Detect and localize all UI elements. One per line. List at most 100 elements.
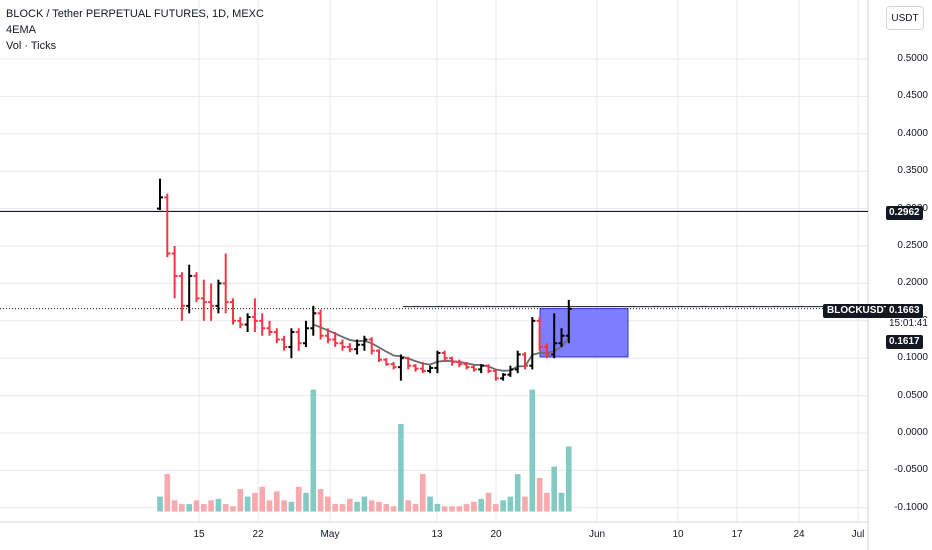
ohlc-bar [470,365,477,372]
volume-bar [310,389,317,512]
ohlc-bar [222,253,229,314]
ohlc-bar [317,309,324,340]
ohlc-bar [463,361,470,370]
volume-bar [274,491,280,512]
volume-bar [295,486,302,512]
ohlc-bar [390,361,397,370]
volume-bar [317,489,324,512]
volume-bar [427,496,433,512]
ohlc-bar [492,369,499,381]
ohlc-bar [354,339,361,355]
volume-bar [171,500,178,512]
y-tick-label: 0.2000 [897,277,928,289]
volume-bar [215,498,222,512]
bar-countdown: 15:01:41 [886,318,931,330]
chart-grid [0,0,869,550]
volume-bar [354,501,360,512]
volume-bar [222,504,229,512]
currency-button[interactable]: USDT [886,6,924,30]
y-tick-label: 0.1000 [897,352,928,364]
y-tick-label: 0.0500 [897,389,928,401]
volume-bar [566,446,572,512]
ohlc-bar [332,332,339,347]
ohlc-bar [259,313,266,336]
y-tick-label: 0.2500 [897,240,928,251]
indicator-ema-label[interactable]: 4EMA [6,24,36,36]
ohlc-bar [339,339,346,351]
ohlc-bar [405,356,412,370]
x-tick-label: Jul [851,529,865,540]
volume-bar [259,486,265,512]
volume-bars [157,389,572,512]
volume-bar [361,496,368,512]
ohlc-bar [507,365,514,377]
volume-bar [390,506,397,512]
volume-bar [347,498,353,512]
ohlc-bar [565,299,572,344]
ohlc-bar [273,328,280,344]
volume-bar [558,492,565,512]
ema-polyline [312,323,570,372]
y-tick-label: -0.1000 [894,501,928,513]
volume-bar [252,492,258,512]
volume-bar [244,496,251,512]
ohlc-bar [376,349,382,362]
ohlc-bar [412,364,419,372]
ohlc-bar [368,337,375,355]
y-tick-label: 0.5000 [897,53,928,64]
x-tick-label: Jun [588,529,606,540]
volume-bar [441,506,448,512]
volume-bar [266,500,273,512]
chart-legend: BLOCK / Tether PERPETUAL FUTURES, 1D, ME… [6,6,264,54]
ohlc-bar [295,328,302,351]
ohlc-bar [310,305,317,336]
volume-bar [536,477,543,512]
volume-bar [493,504,499,512]
chart-overlays [0,210,868,358]
volume-bar [237,489,244,512]
ohlc-bar [529,317,536,370]
volume-bar [157,496,163,512]
ohlc-bar [244,313,251,333]
volume-bar [281,500,287,512]
ohlc-bar [478,364,485,374]
y-tick-label: 0.4500 [897,90,928,102]
volume-bar [478,498,484,512]
ohlc-bar [456,359,463,368]
ohlc-bar [346,343,353,353]
ohlc-bar [324,328,331,344]
volume-bar [405,500,411,512]
volume-bar [544,492,550,512]
ohlc-bar [215,279,222,314]
ohlc-bar [397,354,404,381]
volume-bar [325,496,331,512]
ohlc-bar [178,272,185,321]
last-price-label: 0.1663 [886,304,923,318]
volume-bar [179,504,185,512]
x-tick-label: 17 [731,529,743,540]
ohlc-bar [361,335,368,351]
volume-bar [551,466,557,512]
volume-bar [522,496,528,512]
symbol-title[interactable]: BLOCK / Tether PERPETUAL FUTURES, 1D, ME… [6,8,264,20]
volume-bar [471,501,477,512]
volume-bar [201,504,207,512]
y-tick-label: 0.0000 [897,427,928,438]
volume-bar [164,474,171,512]
volume-bar [193,500,200,512]
x-tick-label: 15 [193,529,205,540]
volume-bar [398,424,404,512]
volume-bar [500,500,506,512]
y-tick-label: 0.3500 [897,165,928,177]
ohlc-bar [303,320,309,347]
ohlc-bars [157,178,572,381]
ohlc-bar [441,350,448,362]
ohlc-bar [543,343,550,359]
ohlc-bar [522,352,528,370]
volume-bar [208,500,214,512]
volume-bar [449,506,455,512]
indicator-volume-label[interactable]: Vol · Ticks [6,40,57,52]
x-tick-label: 20 [490,529,502,540]
ohlc-bar [193,272,200,303]
